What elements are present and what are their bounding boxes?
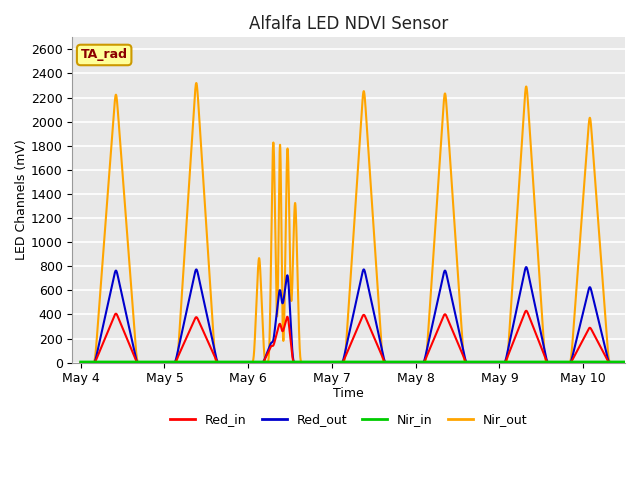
Nir_in [483, 359, 491, 365]
Nir_in [431, 359, 438, 365]
Nir_in [285, 359, 292, 365]
Red_in [403, 360, 411, 365]
Nir_out [77, 360, 84, 365]
Line: Red_out: Red_out [81, 267, 625, 362]
Nir_out [483, 360, 491, 365]
Red_in [522, 308, 530, 313]
Red_out [285, 284, 292, 289]
Nir_out [621, 360, 629, 365]
Nir_out [403, 360, 411, 365]
Red_in [525, 312, 532, 317]
Legend: Red_in, Red_out, Nir_in, Nir_out: Red_in, Red_out, Nir_in, Nir_out [165, 408, 532, 431]
Line: Nir_out: Nir_out [81, 83, 625, 362]
Red_out [431, 312, 438, 317]
Line: Red_in: Red_in [81, 311, 625, 362]
Nir_out [176, 326, 184, 332]
Red_out [403, 360, 411, 365]
X-axis label: Time: Time [333, 387, 364, 400]
Red_in [285, 320, 292, 325]
Text: TA_rad: TA_rad [81, 48, 127, 61]
Nir_out [525, 106, 532, 111]
Red_in [621, 360, 629, 365]
Red_out [176, 340, 184, 346]
Red_out [522, 264, 530, 270]
Nir_in [176, 359, 184, 365]
Red_in [176, 350, 184, 356]
Red_in [77, 360, 84, 365]
Nir_out [193, 80, 200, 86]
Y-axis label: LED Channels (mV): LED Channels (mV) [15, 140, 28, 260]
Nir_out [431, 231, 438, 237]
Nir_out [285, 187, 292, 193]
Red_in [431, 334, 438, 340]
Nir_in [77, 359, 84, 365]
Nir_in [403, 359, 411, 365]
Nir_in [524, 359, 532, 365]
Red_in [483, 360, 491, 365]
Title: Alfalfa LED NDVI Sensor: Alfalfa LED NDVI Sensor [249, 15, 448, 33]
Red_out [77, 360, 84, 365]
Red_out [621, 360, 629, 365]
Red_out [525, 271, 532, 277]
Nir_in [621, 359, 629, 365]
Red_out [483, 360, 491, 365]
